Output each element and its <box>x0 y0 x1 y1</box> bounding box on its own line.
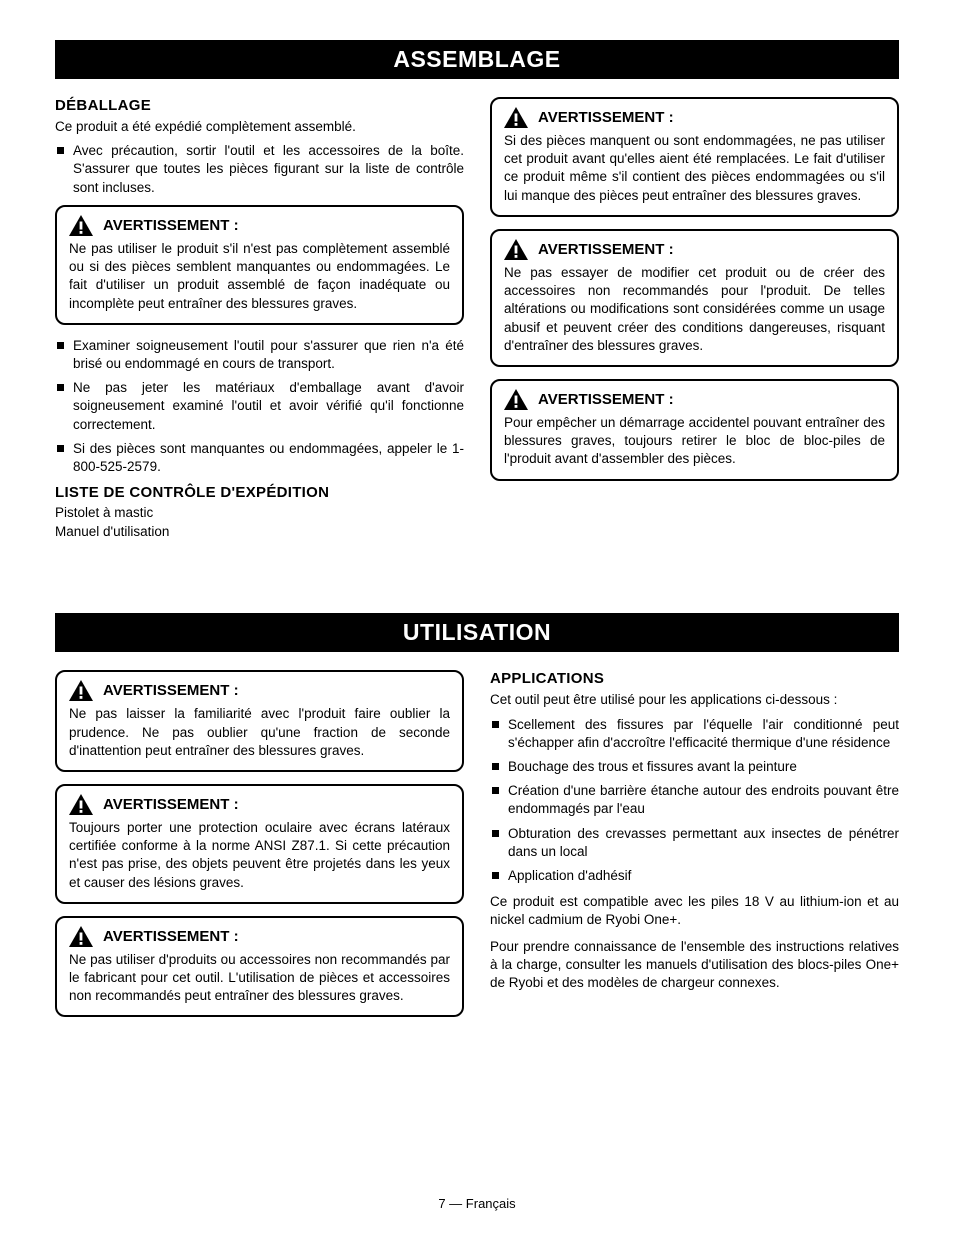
warning-triangle-icon <box>69 680 93 701</box>
assemblage-left-col: DÉBALLAGE Ce produit a été expédié compl… <box>55 97 464 543</box>
warning-label: AVERTISSEMENT : <box>103 682 239 699</box>
list-item: Création d'une barrière étanche autour d… <box>490 782 899 818</box>
warning-label: AVERTISSEMENT : <box>103 796 239 813</box>
section-title-assemblage: ASSEMBLAGE <box>55 40 899 79</box>
page-footer: 7 — Français <box>0 1196 954 1211</box>
warning-body: Ne pas essayer de modifier cet produit o… <box>504 264 885 355</box>
heading-applications: APPLICATIONS <box>490 670 899 687</box>
warning-header: AVERTISSEMENT : <box>69 794 450 815</box>
utilisation-right-col: APPLICATIONS Cet outil peut être utilisé… <box>490 670 899 1029</box>
warning-body: Ne pas utiliser le produit s'il n'est pa… <box>69 240 450 313</box>
warning-header: AVERTISSEMENT : <box>504 239 885 260</box>
warning-header: AVERTISSEMENT : <box>504 389 885 410</box>
list-item: Scellement des fissures par l'équelle l'… <box>490 716 899 752</box>
list-item: Avec précaution, sortir l'outil et les a… <box>55 142 464 197</box>
warning-header: AVERTISSEMENT : <box>504 107 885 128</box>
utilisation-columns: AVERTISSEMENT : Ne pas laisser la famili… <box>55 670 899 1029</box>
utilisation-left-col: AVERTISSEMENT : Ne pas laisser la famili… <box>55 670 464 1029</box>
applications-list: Scellement des fissures par l'équelle l'… <box>490 716 899 886</box>
assemblage-columns: DÉBALLAGE Ce produit a été expédié compl… <box>55 97 899 543</box>
warning-body: Pour empêcher un démarrage accidentel po… <box>504 414 885 469</box>
list-item: Bouchage des trous et fissures avant la … <box>490 758 899 776</box>
warning-body: Si des pièces manquent ou sont endommagé… <box>504 132 885 205</box>
heading-liste-controle: LISTE DE CONTRÔLE D'EXPÉDITION <box>55 484 464 501</box>
warning-body: Ne pas laisser la familiarité avec l'pro… <box>69 705 450 760</box>
heading-deballage: DÉBALLAGE <box>55 97 464 114</box>
section-title-utilisation: UTILISATION <box>55 613 899 652</box>
warning-label: AVERTISSEMENT : <box>538 391 674 408</box>
warning-box: AVERTISSEMENT : Ne pas laisser la famili… <box>55 670 464 772</box>
warning-label: AVERTISSEMENT : <box>538 109 674 126</box>
list-item: Examiner soigneusement l'outil pour s'as… <box>55 337 464 373</box>
warning-box: AVERTISSEMENT : Ne pas utiliser d'produi… <box>55 916 464 1018</box>
list-item: Ne pas jeter les matériaux d'emballage a… <box>55 379 464 434</box>
warning-header: AVERTISSEMENT : <box>69 926 450 947</box>
warning-box: AVERTISSEMENT : Toujours porter une prot… <box>55 784 464 904</box>
warning-box: AVERTISSEMENT : Ne pas utiliser le produ… <box>55 205 464 325</box>
warning-body: Toujours porter une protection oculaire … <box>69 819 450 892</box>
warning-triangle-icon <box>69 215 93 236</box>
warning-triangle-icon <box>69 794 93 815</box>
list-item: Application d'adhésif <box>490 867 899 885</box>
warning-label: AVERTISSEMENT : <box>538 241 674 258</box>
warning-label: AVERTISSEMENT : <box>103 217 239 234</box>
section-spacer <box>55 543 899 613</box>
warning-triangle-icon <box>504 107 528 128</box>
checklist-item: Pistolet à mastic <box>55 505 464 520</box>
warning-header: AVERTISSEMENT : <box>69 215 450 236</box>
applications-manuals: Pour prendre connaissance de l'ensemble … <box>490 938 899 993</box>
warning-box: AVERTISSEMENT : Pour empêcher un démarra… <box>490 379 899 481</box>
applications-compat: Ce produit est compatible avec les piles… <box>490 893 899 929</box>
deballage-list-top: Avec précaution, sortir l'outil et les a… <box>55 142 464 197</box>
warning-triangle-icon <box>69 926 93 947</box>
applications-intro: Cet outil peut être utilisé pour les app… <box>490 691 899 709</box>
list-item: Obturation des crevasses permettant aux … <box>490 825 899 861</box>
warning-box: AVERTISSEMENT : Ne pas essayer de modifi… <box>490 229 899 367</box>
deballage-intro: Ce produit a été expédié complètement as… <box>55 118 464 136</box>
checklist-item: Manuel d'utilisation <box>55 524 464 539</box>
deballage-list-bottom: Examiner soigneusement l'outil pour s'as… <box>55 337 464 477</box>
warning-triangle-icon <box>504 389 528 410</box>
warning-header: AVERTISSEMENT : <box>69 680 450 701</box>
assemblage-right-col: AVERTISSEMENT : Si des pièces manquent o… <box>490 97 899 543</box>
warning-triangle-icon <box>504 239 528 260</box>
warning-body: Ne pas utiliser d'produits ou accessoire… <box>69 951 450 1006</box>
list-item: Si des pièces sont manquantes ou endomma… <box>55 440 464 476</box>
warning-box: AVERTISSEMENT : Si des pièces manquent o… <box>490 97 899 217</box>
warning-label: AVERTISSEMENT : <box>103 928 239 945</box>
